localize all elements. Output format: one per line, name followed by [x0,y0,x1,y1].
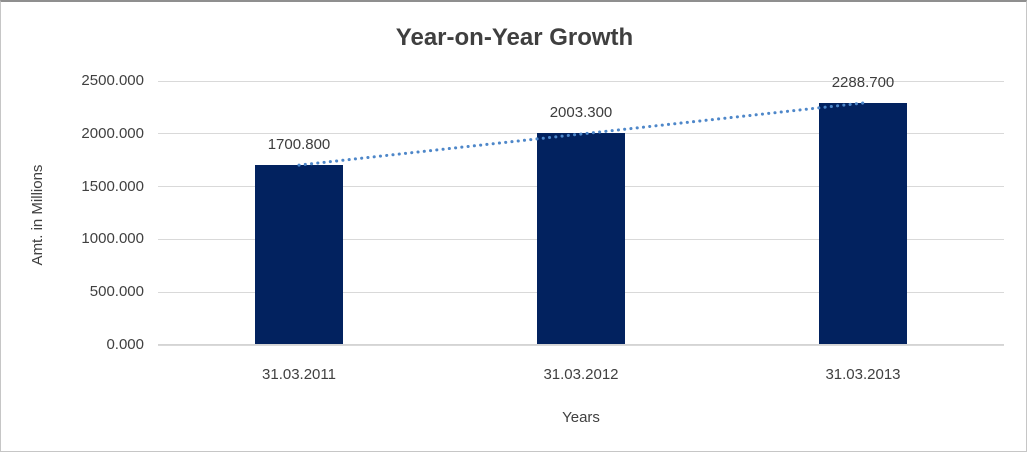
data-label: 2288.700 [831,74,895,92]
y-tick-label: 0.000 [106,336,144,353]
x-tick-label: 31.03.2011 [262,366,336,383]
y-tick-label: 1500.000 [81,177,144,195]
x-tick-label: 31.03.2013 [825,366,901,383]
y-tick-label: 2500.000 [81,72,144,89]
data-label: 1700.800 [267,136,331,154]
bar-31.03.2011 [255,165,343,344]
y-tick-label: 2000.000 [81,124,144,142]
bar-31.03.2013 [819,103,907,344]
trendline [297,101,865,167]
x-axis-title: Years [562,409,600,426]
y-tick-label: 500.000 [89,283,144,301]
gridline [158,344,1004,346]
x-tick-label: 31.03.2012 [543,366,619,383]
plot-area: 1700.800 2003.300 2288.700 [158,74,1004,346]
y-tick-label: 1000.000 [81,230,144,248]
gridline [158,80,1004,82]
data-label: 2003.300 [549,104,613,122]
x-axis-line [158,344,1004,345]
bar-31.03.2012 [537,133,625,344]
chart-title: Year-on-Year Growth [395,24,634,51]
